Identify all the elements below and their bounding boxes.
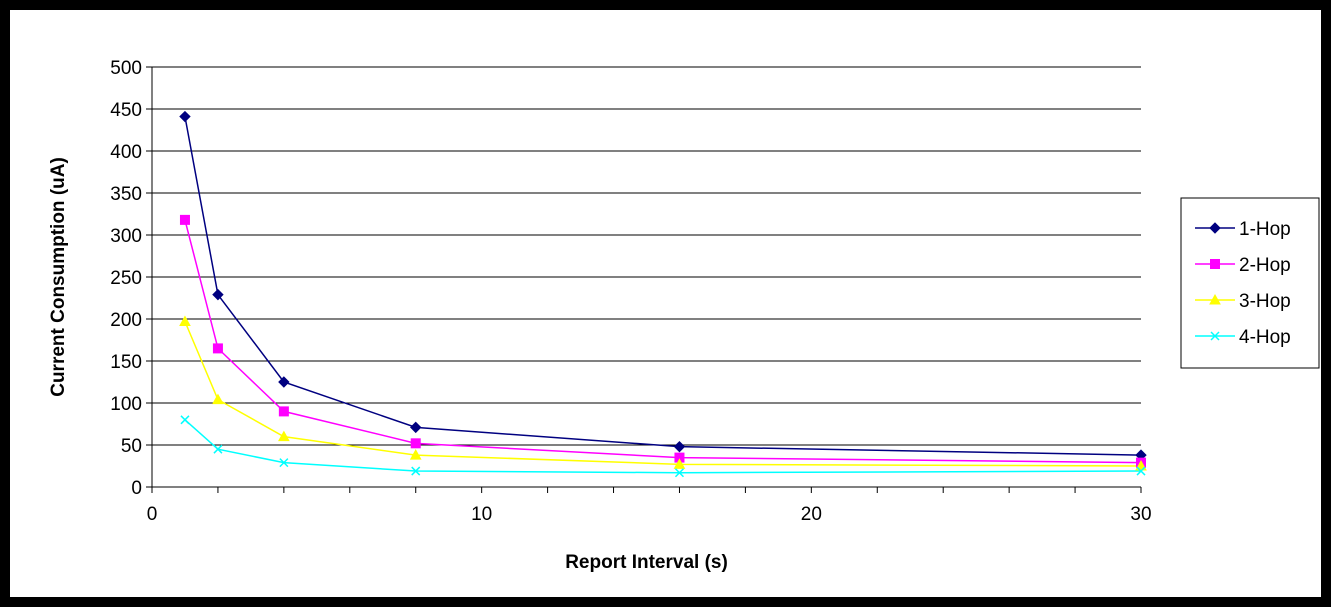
- marker-x-stroke: [411, 466, 421, 476]
- data-point-4-Hop: [279, 458, 289, 468]
- y-tick-label: 400: [110, 142, 142, 163]
- series-line-2-Hop: [184, 219, 1142, 464]
- data-point-3-Hop: [179, 315, 191, 327]
- data-point-1-Hop: [673, 440, 686, 453]
- series-lines: [184, 116, 1142, 474]
- legend-marker-2-Hop: [1210, 259, 1220, 269]
- legend-label-3-Hop: 3-Hop: [1239, 291, 1291, 312]
- marker-x-stroke: [674, 468, 684, 478]
- legend-marker-4-Hop: [1210, 331, 1220, 341]
- series-line-1-Hop: [184, 116, 1142, 456]
- data-point-4-Hop: [180, 415, 190, 425]
- marker-x-stroke: [180, 415, 190, 425]
- legend: 1-Hop 2-Hop 3-Hop 4-Hop: [1180, 197, 1320, 369]
- y-axis-title: Current Consumption (uA): [48, 157, 69, 397]
- axes: [146, 66, 1142, 493]
- legend-marker-1-Hop: [1209, 222, 1221, 234]
- series-markers: [179, 110, 1147, 478]
- legend-label-2-Hop: 2-Hop: [1239, 255, 1291, 276]
- marker-x-stroke: [279, 458, 289, 468]
- marker-x-stroke: [1210, 331, 1220, 341]
- y-tick-label: 0: [131, 478, 142, 499]
- legend-marker-3-Hop: [1209, 293, 1221, 305]
- data-point-4-Hop: [674, 468, 684, 478]
- x-tick-label: 20: [801, 504, 822, 525]
- legend-label-4-Hop: 4-Hop: [1239, 327, 1291, 348]
- data-point-1-Hop: [278, 376, 290, 388]
- data-point-3-Hop: [212, 393, 224, 405]
- data-point-3-Hop: [278, 430, 290, 442]
- x-tick-label: 0: [147, 504, 158, 525]
- y-tick-label: 300: [110, 226, 142, 247]
- data-point-4-Hop: [1136, 466, 1146, 476]
- data-point-1-Hop: [212, 288, 224, 301]
- y-tick-label: 500: [110, 58, 142, 79]
- data-point-1-Hop: [179, 110, 191, 123]
- y-tick-label: 250: [110, 268, 142, 289]
- marker-x-stroke: [213, 444, 223, 454]
- y-tick-label: 150: [110, 352, 142, 373]
- data-point-3-Hop: [673, 458, 686, 469]
- data-point-4-Hop: [213, 444, 223, 454]
- y-tick-label: 200: [110, 310, 142, 331]
- gridlines: [152, 66, 1141, 446]
- series-line-3-Hop: [184, 321, 1142, 467]
- series-line-4-Hop: [184, 419, 1142, 474]
- legend-label-1-Hop: 1-Hop: [1239, 219, 1291, 240]
- data-point-2-Hop: [278, 406, 289, 417]
- marker-x-stroke: [1136, 466, 1146, 476]
- data-point-2-Hop: [410, 438, 421, 449]
- data-point-1-Hop: [410, 421, 422, 434]
- axis-labels: 0 50 100 150 200 250 300 350 400 450 500 0 10 20 30 Rep…: [48, 58, 1152, 573]
- y-tick-label: 450: [110, 100, 142, 121]
- x-axis-title: Report Interval (s): [565, 552, 728, 573]
- legend-box: [1180, 197, 1320, 369]
- chart-svg: 0 50 100 150 200 250 300 350 400 450 500 0 10 20 30 Rep…: [48, 58, 1320, 573]
- data-point-2-Hop: [212, 343, 223, 354]
- x-tick-label: 30: [1130, 504, 1151, 525]
- y-tick-label: 50: [121, 436, 142, 457]
- data-point-4-Hop: [411, 466, 421, 476]
- data-point-3-Hop: [409, 449, 422, 460]
- x-tick-label: 10: [471, 504, 492, 525]
- y-tick-label: 100: [110, 394, 142, 415]
- data-point-2-Hop: [179, 214, 190, 225]
- y-tick-label: 350: [110, 184, 142, 205]
